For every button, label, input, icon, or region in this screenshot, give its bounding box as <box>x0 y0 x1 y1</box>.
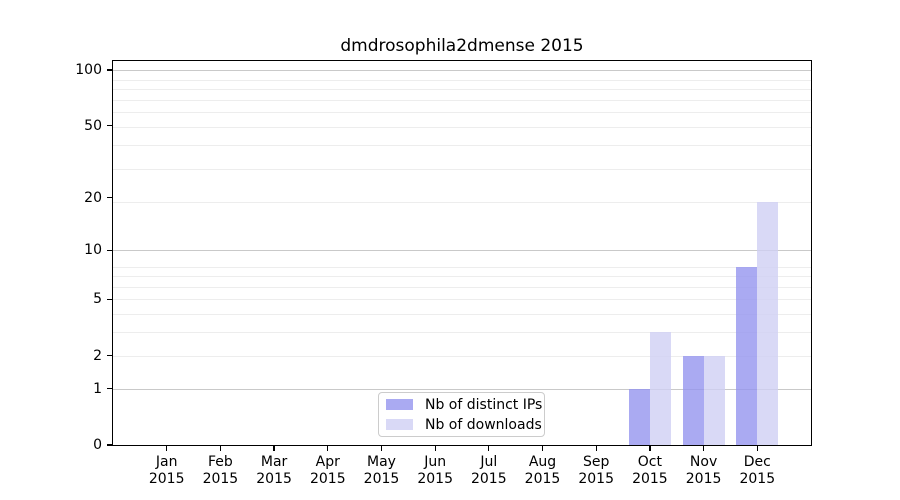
x-tick-year: 2015 <box>578 471 614 487</box>
x-tick-label-oct: Oct 2015 <box>623 454 677 488</box>
legend-label-downloads: Nb of downloads <box>425 416 542 433</box>
y-tick-mark-20 <box>107 197 112 199</box>
x-tick-month: Apr <box>315 454 340 470</box>
gridline-8 <box>113 266 811 268</box>
x-tick-year: 2015 <box>632 471 668 487</box>
gridline-7 <box>113 276 811 278</box>
gridline-5 <box>113 299 811 301</box>
gridline-89 <box>113 79 811 81</box>
x-tick-month: May <box>367 454 396 470</box>
x-tick-mark-apr <box>327 446 329 451</box>
legend-entry-distinct-ips: Nb of distinct IPs <box>386 397 544 413</box>
x-tick-mark-feb <box>219 446 222 451</box>
x-tick-year: 2015 <box>256 471 292 487</box>
x-tick-label-mar: Mar 2015 <box>247 454 301 488</box>
x-tick-mark-sep <box>595 446 597 451</box>
y-tick-mark-1 <box>107 388 112 390</box>
x-tick-mark-may <box>380 446 383 451</box>
x-tick-year: 2015 <box>363 471 400 487</box>
x-tick-mark-dec <box>756 446 758 451</box>
plot-area <box>113 61 811 445</box>
x-tick-year: 2015 <box>148 471 185 487</box>
y-tick-label-1: 1 <box>93 380 102 397</box>
y-tick-mark-0 <box>107 444 112 446</box>
x-tick-label-may: May 2015 <box>355 454 409 488</box>
gridline-59 <box>113 112 811 114</box>
gridline-69 <box>113 99 811 101</box>
y-tick-label-10: 10 <box>84 242 102 259</box>
x-tick-month: Nov <box>689 454 718 470</box>
legend-swatch-distinct-ips <box>386 399 413 410</box>
bar-distinct-ips-nov <box>682 355 704 445</box>
x-tick-month: Aug <box>528 454 557 470</box>
x-tick-label-jan: Jan 2015 <box>140 454 194 488</box>
gridline-29 <box>113 168 811 170</box>
x-tick-month: Jan <box>155 454 178 470</box>
x-tick-label-aug: Aug 2015 <box>516 454 570 488</box>
gridline-49 <box>113 127 811 129</box>
legend-entry-downloads: Nb of downloads <box>386 417 544 433</box>
legend: Nb of distinct IPs Nb of downloads <box>378 392 545 437</box>
x-tick-month: Jun <box>424 454 447 470</box>
y-tick-mark-50 <box>107 124 112 127</box>
x-tick-month: Feb <box>207 454 233 470</box>
gridline-2 <box>113 355 811 357</box>
gridline-3 <box>113 332 811 334</box>
y-tick-mark-2 <box>107 355 112 357</box>
x-tick-year: 2015 <box>685 471 722 487</box>
gridline-1 <box>113 388 811 390</box>
y-tick-label-0: 0 <box>93 437 102 453</box>
x-tick-mark-mar <box>273 446 275 451</box>
y-tick-label-2: 2 <box>93 347 102 364</box>
bar-downloads-dec <box>757 201 779 445</box>
x-tick-year: 2015 <box>309 471 346 487</box>
y-tick-label-50: 50 <box>84 117 102 134</box>
x-tick-label-jun: Jun 2015 <box>408 454 462 488</box>
x-tick-month: Mar <box>260 454 288 470</box>
x-tick-month: Dec <box>743 454 771 470</box>
y-tick-mark-5 <box>107 298 112 301</box>
y-tick-mark-10 <box>107 249 112 251</box>
bar-distinct-ips-oct <box>628 388 650 445</box>
bar-downloads-oct <box>649 332 671 445</box>
x-tick-label-sep: Sep 2015 <box>569 454 623 488</box>
chart-title: dmdrosophila2dmense 2015 <box>340 36 584 56</box>
y-tick-label-100: 100 <box>75 62 102 79</box>
x-tick-year: 2015 <box>417 471 453 487</box>
legend-swatch-downloads <box>386 419 413 430</box>
y-tick-label-20: 20 <box>84 189 102 206</box>
x-tick-label-apr: Apr 2015 <box>301 454 355 488</box>
y-tick-mark-100 <box>107 69 112 71</box>
x-tick-mark-aug <box>541 446 544 451</box>
x-tick-month: Jul <box>480 454 498 470</box>
x-tick-month: Oct <box>637 454 662 470</box>
gridline-79 <box>113 89 811 90</box>
gridline-39 <box>113 145 811 147</box>
x-tick-mark-nov <box>702 446 705 451</box>
x-tick-year: 2015 <box>524 471 561 487</box>
x-tick-month: Sep <box>582 454 610 470</box>
x-tick-label-nov: Nov 2015 <box>677 454 731 488</box>
x-tick-year: 2015 <box>739 471 776 487</box>
gridline-10 <box>113 250 811 252</box>
gridline-6 <box>113 286 811 288</box>
x-tick-label-jul: Jul 2015 <box>462 454 516 488</box>
y-tick-label-5: 5 <box>93 291 102 308</box>
x-tick-year: 2015 <box>202 471 239 487</box>
bar-distinct-ips-dec <box>736 266 758 445</box>
bar-downloads-nov <box>703 355 725 445</box>
x-tick-year: 2015 <box>470 471 507 487</box>
x-tick-label-feb: Feb 2015 <box>193 454 247 488</box>
x-tick-mark-jun <box>434 446 436 451</box>
x-tick-mark-oct <box>649 446 651 451</box>
gridline-4 <box>113 314 811 316</box>
legend-label-distinct-ips: Nb of distinct IPs <box>425 396 543 413</box>
x-tick-mark-jul <box>488 446 490 451</box>
x-tick-mark-jan <box>166 446 168 451</box>
gridline-19 <box>113 201 811 203</box>
x-tick-label-dec: Dec 2015 <box>730 454 784 488</box>
gridline-100 <box>113 70 811 72</box>
